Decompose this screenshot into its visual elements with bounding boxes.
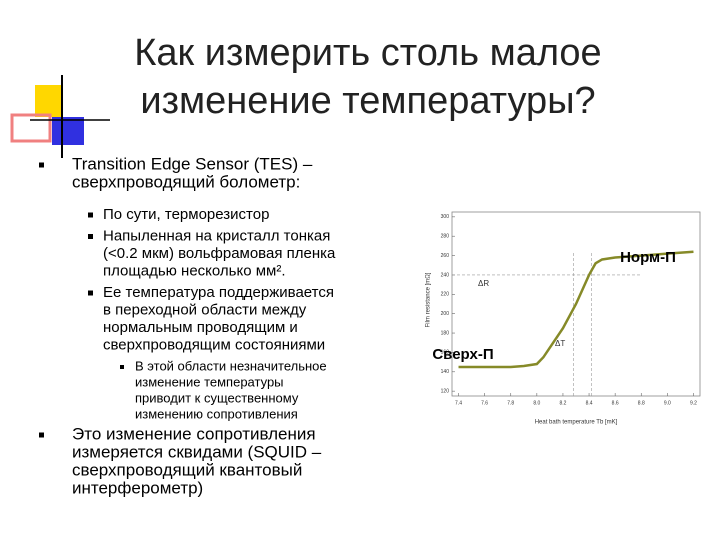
x-tick-label: 9.2 [690,400,697,406]
bullet-marker [88,290,93,296]
x-tick-label: 8.2 [559,400,566,406]
deco-blue [52,117,84,145]
bullet-text: сверхпроводящим состояниями [103,336,325,353]
bullet-text: измеряется сквидами (SQUID – [72,442,322,461]
annotation: Норм-П [620,249,676,266]
bullet-text: изменению сопротивления [135,406,298,421]
title: изменение температуры? [140,80,595,122]
bullet-marker [39,432,44,438]
deco-red [10,113,52,143]
bullet-text: В этой области незначительное [135,358,327,373]
bullet-text: изменение температуры [135,374,284,389]
bullet-text: Ее температура поддерживается [103,284,334,301]
bullet-text: Transition Edge Sensor (TES) – [72,154,313,173]
y-tick-label: 200 [441,311,450,317]
x-tick-label: 8.0 [533,400,540,406]
y-tick-label: 220 [441,292,450,298]
deco-yellow [35,85,63,117]
bullet-text: (<0.2 мкм) вольфрамовая пленка [103,245,336,262]
x-tick-label: 7.4 [455,400,462,406]
y-tick-label: 300 [441,214,450,220]
bullet-text: нормальным проводящим и [103,319,298,336]
bullet-marker [88,212,93,218]
x-tick-label: 8.6 [612,400,619,406]
annotation: Сверх-П [432,346,493,363]
y-tick-label: 240 [441,272,450,278]
y-tick-label: 180 [441,330,450,336]
bullets: Transition Edge Sensor (TES) –сверхпрово… [39,154,336,497]
y-tick-label: 160 [441,350,450,356]
bullet-text: площадью несколько мм². [103,262,286,279]
x-tick-label: 7.6 [481,400,488,406]
bullet-marker [39,162,44,168]
x-tick-label: 8.4 [586,400,593,406]
bullet-text: Это изменение сопротивления [72,424,316,443]
plot-frame [451,211,701,397]
data-line [458,250,694,369]
y-tick-label: 140 [441,369,450,375]
bullet-text: интерферометр) [72,478,203,497]
bullet-text: в переходной области между [103,301,307,318]
annotation: ΔR [478,279,489,288]
y-axis-label: Film resistance [mΩ] [426,272,432,327]
bullet-text: приводит к существенному [135,390,299,405]
x-axis-label: Heat bath temperature Tb [mK] [535,420,618,426]
bullet-text: сверхпроводящий квантовый [72,460,302,479]
bullet-text: сверхпроводящий болометр: [72,172,300,191]
annotation: ΔT [555,339,565,348]
title: Как измерить столь малое [134,32,601,74]
x-tick-label: 7.8 [507,400,514,406]
x-tick-label: 8.8 [638,400,645,406]
chart: 120 140 160 180 200 220 240 260 280 300 7.4 7.6 7.8 8… [426,211,701,426]
y-tick-label: 280 [441,234,450,240]
bullet-marker [120,365,124,369]
y-tick-label: 120 [441,388,450,394]
x-tick-label: 9.0 [664,400,671,406]
y-tick-label: 260 [441,253,450,259]
bullet-text: Напыленная на кристалл тонкая [103,227,330,244]
bullet-text: По сути, терморезистор [103,206,269,223]
bullet-marker [88,234,93,239]
